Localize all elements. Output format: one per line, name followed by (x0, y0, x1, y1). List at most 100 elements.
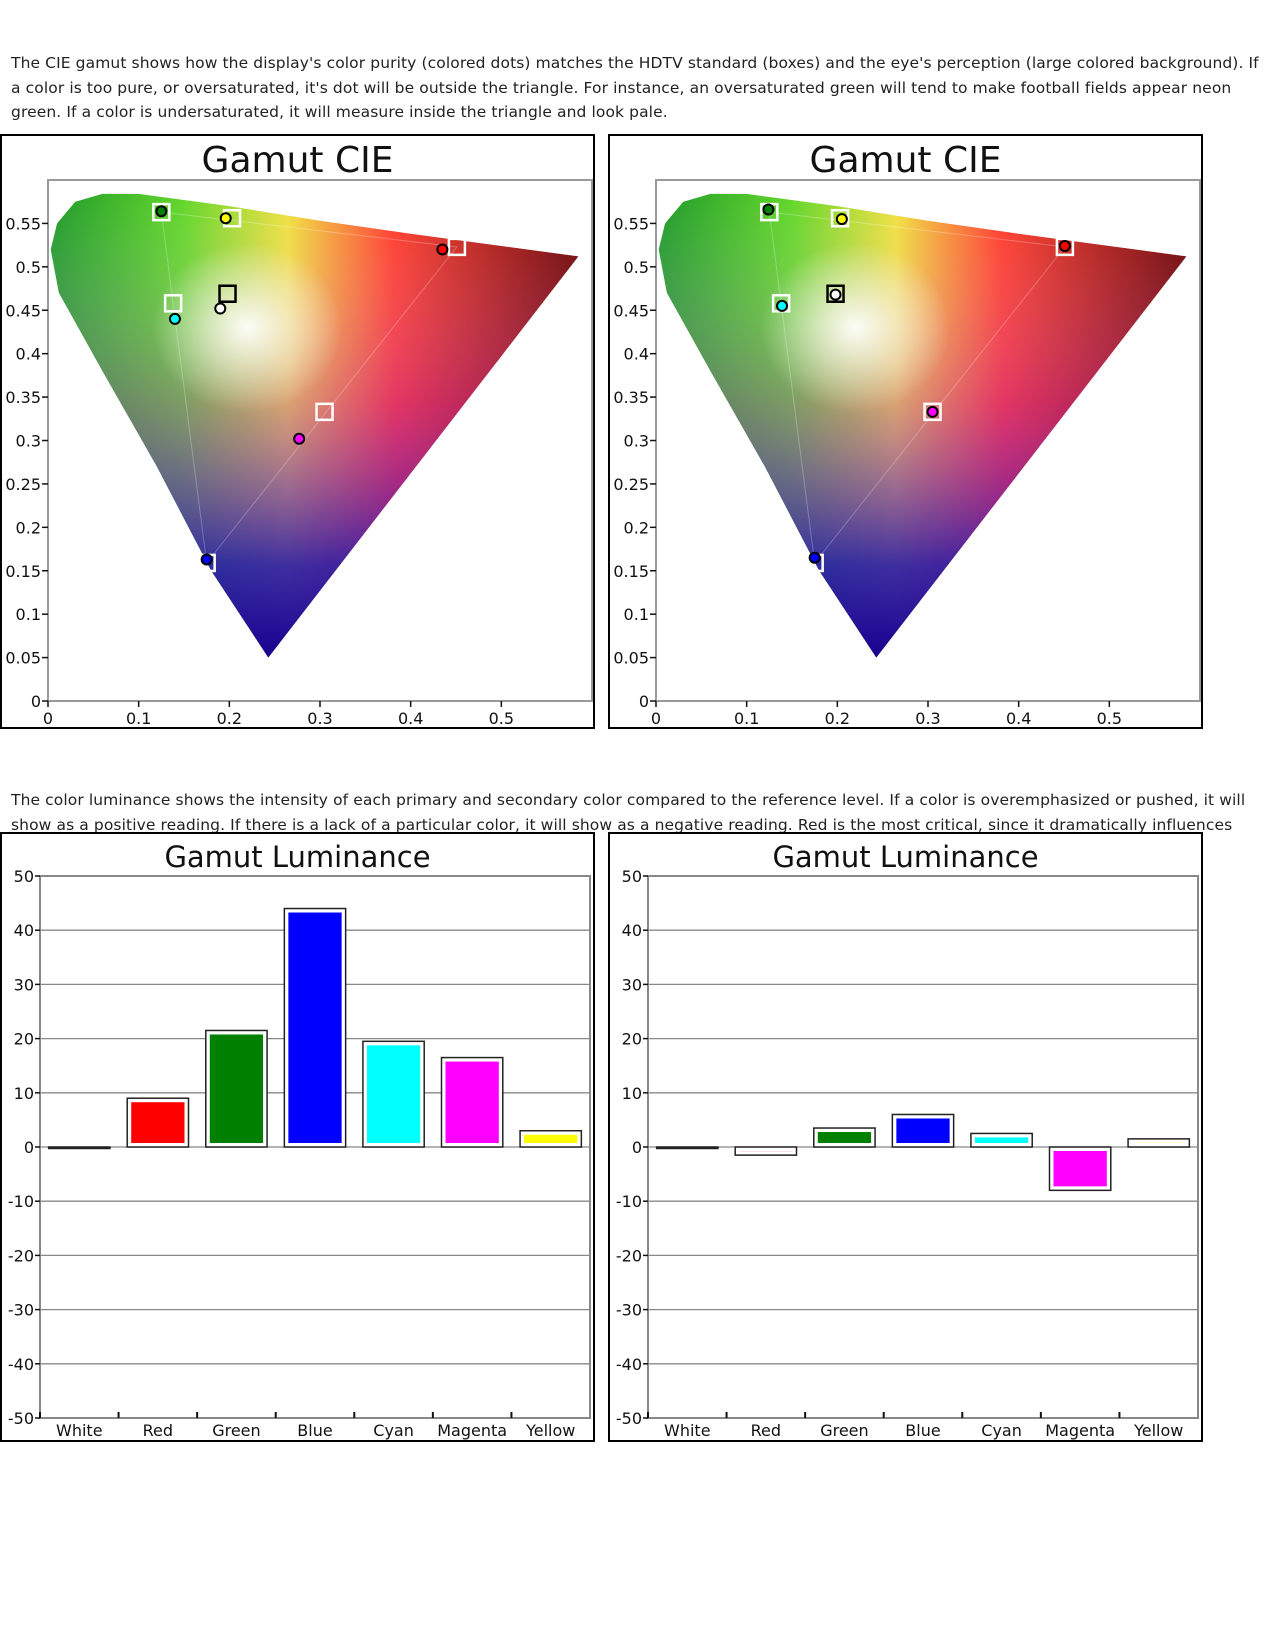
y-tick-label: 0.3 (624, 432, 649, 451)
chart-title: Gamut CIE (201, 140, 394, 181)
y-tick-label: 0.1 (16, 605, 41, 624)
measured-dot-cyan (776, 299, 789, 312)
target-box-yellow (830, 208, 850, 228)
chart-title: Gamut Luminance (772, 840, 1039, 874)
x-tick-label: Cyan (981, 1421, 1022, 1440)
x-tick-label: Red (143, 1421, 173, 1440)
x-tick-label: 0.5 (1097, 709, 1122, 728)
bar-fill-cyan (974, 1137, 1029, 1143)
x-tick-label: 0.2 (217, 709, 242, 728)
target-box-white (218, 284, 237, 304)
y-tick-label: 40 (622, 921, 642, 940)
y-tick-label: -40 (8, 1355, 34, 1374)
y-tick-label: 0.45 (5, 301, 41, 320)
cie-chart-before: Gamut CIE 0 0.1 0.2 0.3 0.4 0.5 0 0.05 0.1 0.15 0.… (0, 134, 595, 729)
y-tick-label: -50 (616, 1409, 642, 1428)
bar-fill-yellow (524, 1134, 578, 1143)
cie-plot: 0 0.1 0.2 0.3 0.4 0.5 0 0.05 0.1 0.15 0.2 0.25 0.3 0.… (613, 179, 1201, 728)
target-box-magenta (923, 402, 942, 422)
luminance-description: The color luminance shows the intensity … (11, 791, 1246, 858)
y-tick-label: 0.2 (624, 518, 649, 537)
x-tick-label: 0.4 (1006, 709, 1031, 728)
x-tick-label: Yellow (525, 1421, 575, 1440)
y-tick-label: 0 (31, 692, 41, 711)
x-tick-label: Blue (297, 1421, 332, 1440)
measured-dot-magenta (293, 432, 306, 445)
chart-title: Gamut CIE (809, 140, 1002, 181)
y-tick-label: 0.55 (5, 214, 41, 233)
y-tick-label: 0.35 (5, 388, 41, 407)
y-tick-label: 0.35 (613, 388, 649, 407)
bar-fill-green (209, 1034, 264, 1143)
y-tick-label: 10 (14, 1084, 34, 1103)
y-tick-label: 20 (622, 1030, 642, 1049)
x-tick-label: 0.4 (398, 709, 423, 728)
x-tick-label: White (56, 1421, 103, 1440)
y-tick-label: 50 (622, 867, 642, 886)
y-tick-label: 0.05 (5, 649, 41, 668)
y-tick-label: 10 (622, 1084, 642, 1103)
y-tick-label: 0.5 (624, 258, 649, 277)
y-tick-label: 20 (14, 1030, 34, 1049)
x-tick-label: 0.1 (126, 709, 151, 728)
y-tick-label: 40 (14, 921, 34, 940)
y-tick-label: -20 (616, 1246, 642, 1265)
y-tick-label: 0.25 (5, 475, 41, 494)
target-box-red (447, 237, 467, 257)
cie-description: The CIE gamut shows how the display's co… (11, 54, 1259, 121)
y-tick-label: 0 (632, 1138, 642, 1157)
x-tick-label: Red (751, 1421, 781, 1440)
y-tick-label: -10 (8, 1192, 34, 1211)
cie-chart-after: Gamut CIE 0 0.1 0.2 0.3 0.4 0.5 0 0.05 0.1 0.15 0.… (608, 134, 1203, 729)
x-tick-label: Magenta (437, 1421, 507, 1440)
y-tick-label: -20 (8, 1246, 34, 1265)
y-tick-label: 0.55 (613, 214, 649, 233)
y-tick-label: 0.15 (5, 562, 41, 581)
cie-plot: 0 0.1 0.2 0.3 0.4 0.5 0 0.05 0.1 0.15 0.2 0.25 0.3 0.… (5, 179, 593, 728)
measured-dot-yellow (835, 213, 848, 226)
target-box-red (1055, 237, 1075, 257)
measured-dot-magenta (926, 405, 939, 418)
x-tick-label: Magenta (1045, 1421, 1115, 1440)
y-tick-label: -10 (616, 1192, 642, 1211)
x-tick-label: Blue (905, 1421, 940, 1440)
white-point-glow (152, 242, 343, 413)
measured-dot-green (155, 205, 168, 218)
luminance-chart-before: Gamut Luminance 50 40 30 20 10 0 -10 -20 -30 -40 -… (0, 832, 595, 1442)
chart-title: Gamut Luminance (164, 840, 431, 874)
x-tick-label: 0 (43, 709, 53, 728)
y-tick-label: 0.3 (16, 432, 41, 451)
target-box-white (826, 284, 845, 304)
bar-fill-blue (896, 1118, 950, 1143)
measured-dot-yellow (219, 212, 232, 225)
x-tick-label: 0.2 (825, 709, 850, 728)
y-tick-label: 0.05 (613, 649, 649, 668)
target-box-green (152, 202, 171, 222)
measured-dot-green (762, 203, 775, 216)
measured-dot-white (829, 288, 842, 301)
bar-fill-magenta (445, 1061, 499, 1143)
y-tick-label: 0.1 (624, 605, 649, 624)
y-tick-label: 0.45 (613, 301, 649, 320)
bar-fill-green (817, 1132, 872, 1143)
measured-dot-blue (200, 553, 213, 566)
x-tick-label: Cyan (373, 1421, 414, 1440)
measured-dot-red (436, 243, 449, 256)
measured-dot-white (214, 302, 227, 315)
measured-dot-blue (808, 551, 821, 564)
bar-fill-magenta (1053, 1151, 1107, 1187)
luminance-chart-after: Gamut Luminance 50 40 30 20 10 0 -10 -20 -30 -40 -… (608, 832, 1203, 1442)
measured-dot-red (1058, 239, 1071, 252)
bar-white (655, 1146, 719, 1150)
white-point-glow (760, 242, 951, 413)
x-tick-label: 0 (651, 709, 661, 728)
bar-white (47, 1146, 111, 1150)
y-tick-label: -40 (616, 1355, 642, 1374)
y-tick-label: 0 (639, 692, 649, 711)
x-tick-label: 0.1 (734, 709, 759, 728)
y-tick-label: 50 (14, 867, 34, 886)
bar-fill-blue (288, 912, 342, 1143)
y-tick-label: -30 (8, 1301, 34, 1320)
bar-fill-red (131, 1102, 185, 1143)
x-tick-label: Green (212, 1421, 260, 1440)
